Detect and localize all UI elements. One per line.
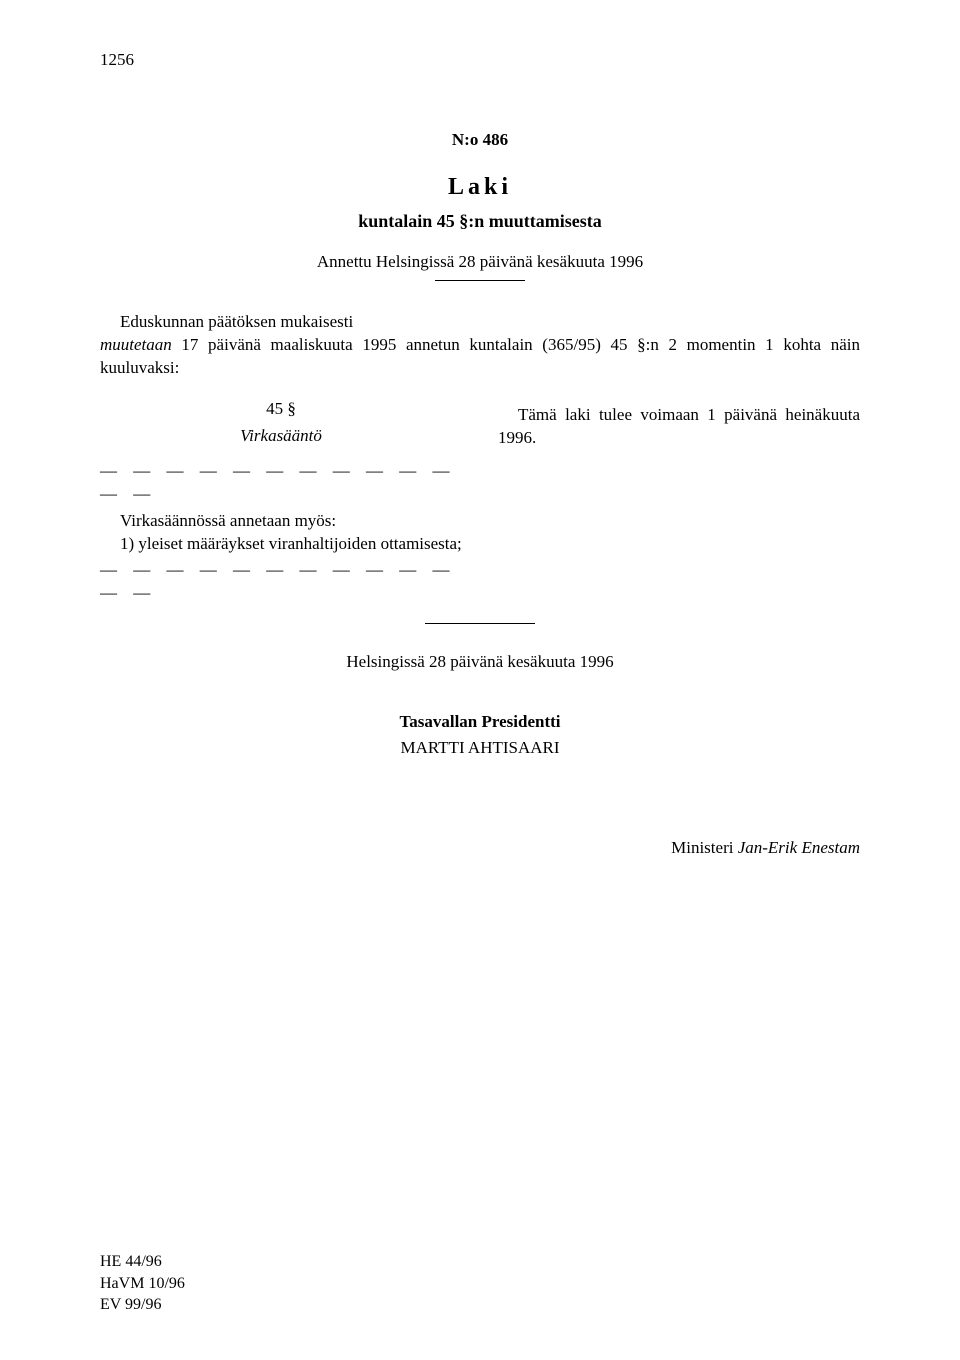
right-para-text: Tämä laki tulee voimaan 1 päivänä heinäk…	[498, 405, 860, 447]
section-number: 45 §	[100, 398, 462, 421]
divider-mid	[425, 623, 535, 624]
footer-references: HE 44/96 HaVM 10/96 EV 99/96	[100, 1251, 185, 1316]
place-date: Helsingissä 28 päivänä kesäkuuta 1996	[100, 652, 860, 672]
footer-ref-2: HaVM 10/96	[100, 1273, 185, 1295]
left-para-a: Virkasäännössä annetaan myös:	[120, 511, 336, 530]
right-paragraph: Tämä laki tulee voimaan 1 päivänä heinäk…	[498, 404, 860, 450]
left-para-b: 1) yleiset määräykset viranhaltijoiden o…	[120, 534, 462, 553]
minister-name: Jan-Erik Enestam	[738, 838, 860, 857]
document-given-line: Annettu Helsingissä 28 päivänä kesäkuuta…	[100, 252, 860, 272]
minister-line: Ministeri Jan-Erik Enestam	[100, 838, 860, 858]
minister-role: Ministeri	[671, 838, 738, 857]
document-type: Laki	[100, 174, 860, 201]
document-id: N:o 486	[100, 130, 860, 150]
preamble-line1: Eduskunnan päätöksen mukaisesti	[120, 312, 353, 331]
dash-row-bottom: — — — — — — — — — — — — —	[100, 559, 462, 605]
preamble-verb: muutetaan	[100, 335, 172, 354]
president-name: MARTTI AHTISAARI	[100, 738, 860, 758]
president-label: Tasavallan Presidentti	[100, 712, 860, 732]
footer-ref-3: EV 99/96	[100, 1294, 185, 1316]
left-column: 45 § Virkasääntö — — — — — — — — — — — —…	[100, 398, 462, 610]
document-title: kuntalain 45 §:n muuttamisesta	[100, 211, 860, 232]
left-paragraph: Virkasäännössä annetaan myös: 1) yleiset…	[100, 510, 462, 556]
page-number: 1256	[100, 50, 860, 70]
section-title: Virkasääntö	[100, 425, 462, 448]
two-column-body: 45 § Virkasääntö — — — — — — — — — — — —…	[100, 398, 860, 610]
dash-row-top: — — — — — — — — — — — — —	[100, 460, 462, 506]
footer-ref-1: HE 44/96	[100, 1251, 185, 1273]
preamble: Eduskunnan päätöksen mukaisesti muutetaa…	[100, 311, 860, 380]
divider-short	[435, 280, 525, 281]
right-column: Tämä laki tulee voimaan 1 päivänä heinäk…	[498, 398, 860, 610]
preamble-rest: 17 päivänä maaliskuuta 1995 annetun kunt…	[100, 335, 860, 377]
